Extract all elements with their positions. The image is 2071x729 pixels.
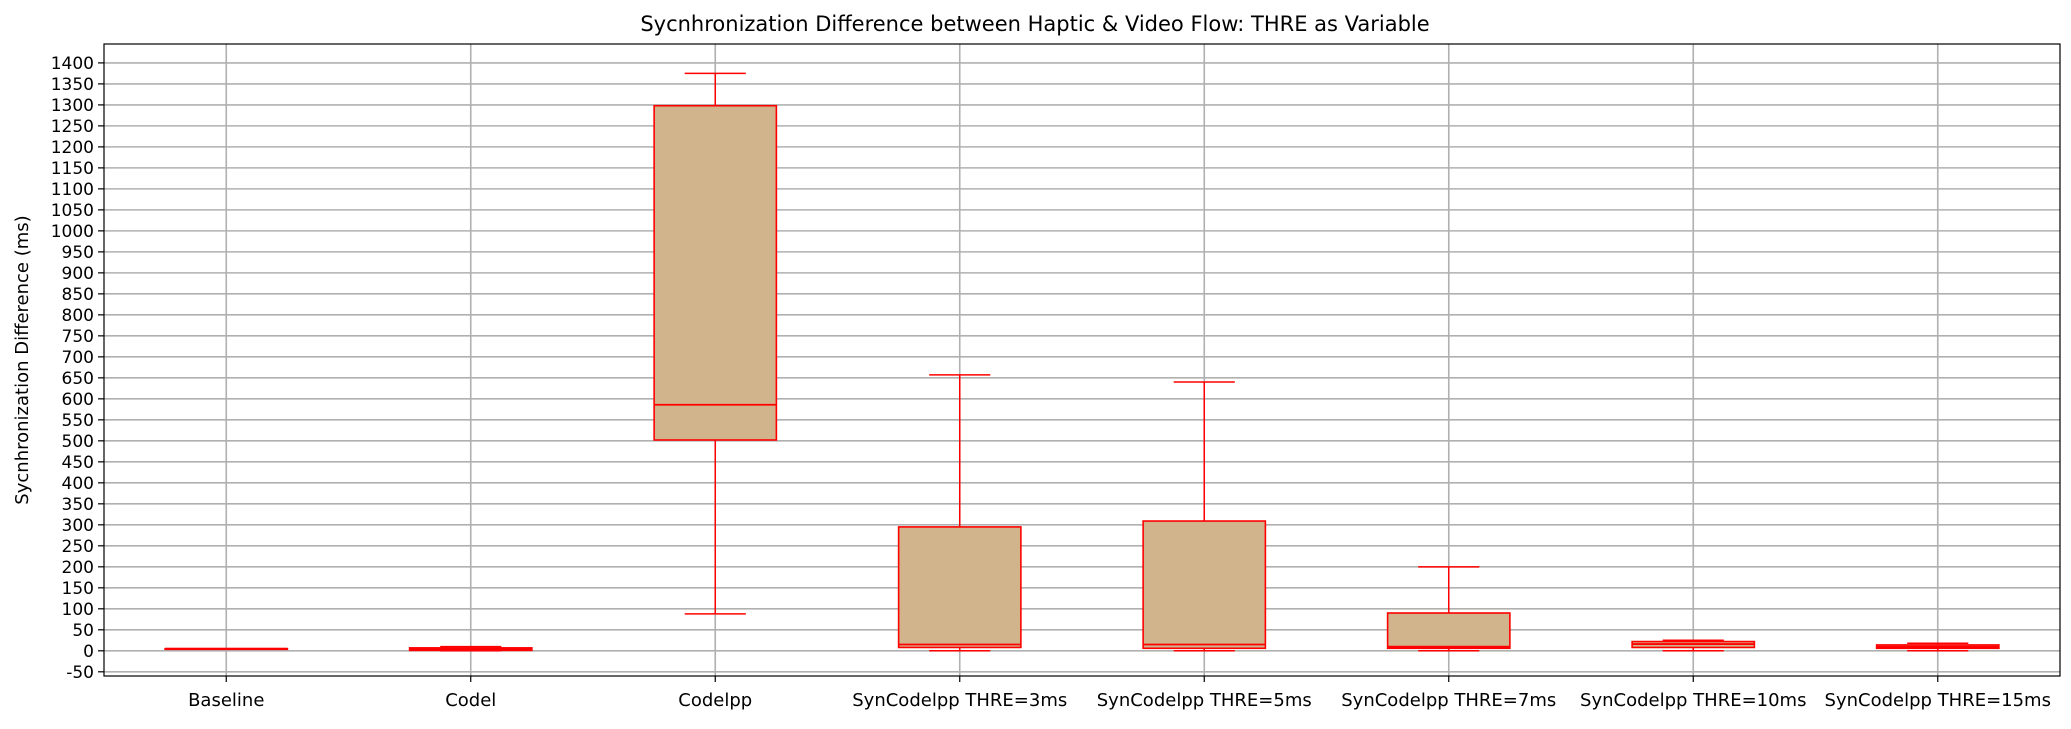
iqr-box [1386, 612, 1511, 650]
y-tick-label: 950 [62, 243, 94, 263]
x-tick-label: SynCodelpp THRE=7ms [1341, 690, 1556, 711]
box-4 [897, 374, 1022, 652]
x-tick-label: Codel [445, 690, 496, 711]
x-axis-ticks: Baseline Codel Codelpp SynCodelpp THRE=3ms S… [188, 676, 2051, 711]
y-tick-label: 500 [62, 432, 94, 452]
y-tick-label: 1400 [51, 54, 94, 74]
y-tick-label: 250 [62, 537, 94, 557]
y-tick-label: -50 [66, 663, 94, 683]
y-tick-label: 1200 [51, 138, 94, 158]
x-tick-label: Baseline [188, 690, 264, 711]
y-tick-label: 550 [62, 411, 94, 431]
y-tick-label: 200 [62, 558, 94, 578]
x-tick-label: SynCodelpp THRE=5ms [1097, 690, 1312, 711]
iqr-box [1142, 520, 1267, 650]
y-tick-label: 1000 [51, 222, 94, 242]
y-tick-label: 300 [62, 516, 94, 536]
x-tick-label: SynCodelpp THRE=3ms [852, 690, 1067, 711]
y-tick-label: 100 [62, 600, 94, 620]
x-tick-label: SynCodelpp THRE=10ms [1580, 690, 1806, 711]
box-5 [1142, 381, 1267, 652]
y-tick-label: 1050 [51, 201, 94, 221]
x-tick-label: Codelpp [678, 690, 752, 711]
y-tick-label: 50 [72, 621, 94, 641]
y-tick-label: 1250 [51, 117, 94, 137]
y-tick-label: 1350 [51, 75, 94, 95]
grid-lines [104, 44, 2060, 676]
y-axis-ticks: -500501001502002503003504004505005506006… [51, 54, 104, 683]
y-tick-label: 400 [62, 474, 94, 494]
box-8 [1875, 642, 2000, 652]
y-tick-label: 850 [62, 285, 94, 305]
y-tick-label: 350 [62, 495, 94, 515]
y-tick-label: 1100 [51, 180, 94, 200]
y-tick-label: 450 [62, 453, 94, 473]
y-axis-label: Sycnhronization Difference (ms) [12, 215, 33, 504]
y-tick-label: 650 [62, 369, 94, 389]
boxes [164, 72, 2000, 652]
box-2 [408, 645, 533, 652]
plot-frame [103, 43, 2061, 677]
y-tick-label: 700 [62, 348, 94, 368]
x-tick-label: SynCodelpp THRE=15ms [1825, 690, 2051, 711]
y-tick-label: 750 [62, 327, 94, 347]
y-tick-label: 150 [62, 579, 94, 599]
y-tick-label: 800 [62, 306, 94, 326]
y-tick-label: 900 [62, 264, 94, 284]
box-1 [164, 647, 289, 651]
y-tick-label: 600 [62, 390, 94, 410]
y-tick-label: 1300 [51, 96, 94, 116]
iqr-box [653, 104, 778, 441]
box-3 [653, 72, 778, 615]
y-tick-label: 1150 [51, 159, 94, 179]
chart-title: Sycnhronization Difference between Hapti… [640, 12, 1429, 36]
box-7 [1631, 639, 1756, 652]
y-tick-label: 0 [83, 642, 94, 662]
box-6 [1386, 566, 1511, 652]
iqr-box [897, 526, 1022, 649]
